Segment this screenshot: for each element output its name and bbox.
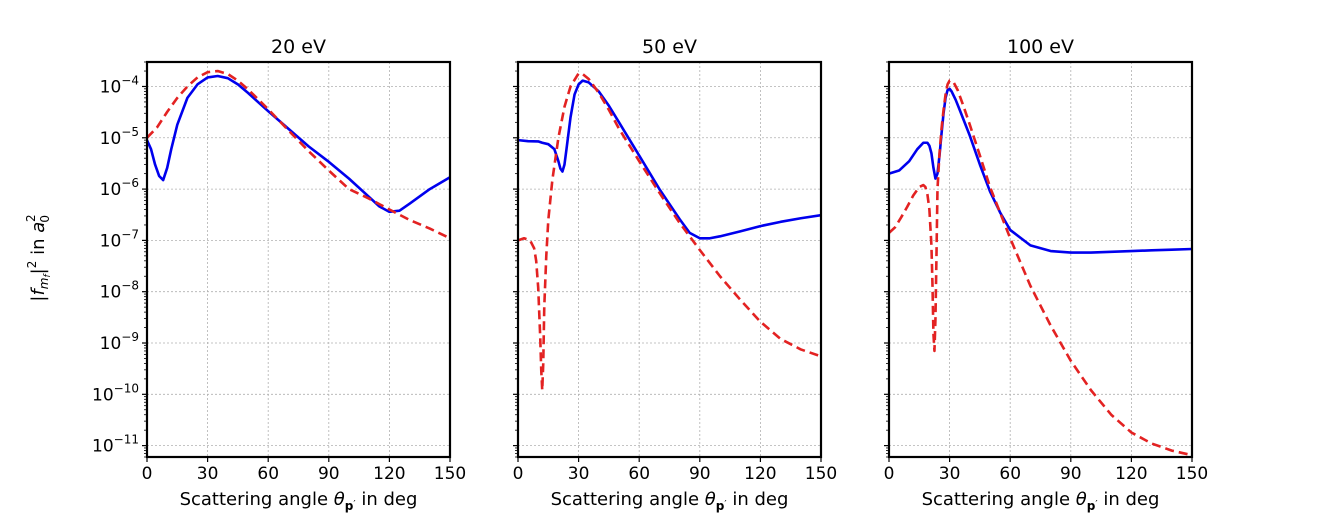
panel-3: 100 eV 0 30 60 90 120 150 Scattering angle θp′ …	[884, 36, 1209, 513]
series-blue-line	[147, 74, 450, 214]
y-tick-label: 10−6	[100, 176, 139, 200]
series-blue-line	[518, 79, 821, 240]
y-tick-label: 10−4	[100, 73, 139, 97]
panel-1: 20 eV 0 30 60 90 120 150 Scattering angle θp′ i…	[92, 36, 466, 513]
panel-title: 100 eV	[1007, 36, 1074, 58]
y-tick-label: 10−7	[100, 227, 139, 251]
panel-frame	[145, 60, 452, 459]
x-tick-label: 120	[1115, 464, 1147, 484]
x-tick-label: 120	[373, 464, 405, 484]
panel-title: 50 eV	[642, 36, 697, 58]
x-tick-label: 90	[318, 464, 340, 484]
x-tick-label: 0	[884, 464, 895, 484]
panel-frame	[887, 60, 1194, 459]
y-tick-label: 10−11	[92, 433, 139, 457]
x-axis-label: Scattering angle θp′ in deg	[180, 489, 418, 513]
y-tick-label: 10−9	[100, 330, 139, 354]
y-tick-label: 10−8	[100, 279, 139, 303]
y-tick-label: 10−10	[92, 381, 139, 405]
x-tick-label: 0	[513, 464, 524, 484]
x-tick-label: 60	[257, 464, 279, 484]
x-axis-label: Scattering angle θp′ in deg	[551, 489, 789, 513]
x-tick-label: 30	[939, 464, 961, 484]
panel-title: 20 eV	[271, 36, 326, 58]
x-tick-label: 60	[628, 464, 650, 484]
series-red-line	[518, 72, 821, 392]
x-tick-label: 120	[744, 464, 776, 484]
y-axis-label: |fmf|2 in a02	[24, 214, 53, 301]
series-blue-line	[889, 87, 1192, 254]
series-group	[147, 69, 450, 240]
series-red-line	[147, 69, 450, 240]
panel-2: 50 eV 0 30 60 90 120 150 Scattering angle θp′ i…	[513, 36, 838, 513]
panel-frame	[516, 60, 823, 459]
x-tick-label: 150	[1176, 464, 1208, 484]
x-tick-label: 90	[689, 464, 711, 484]
series-group	[518, 72, 821, 392]
y-tick-label: 10−5	[100, 125, 139, 149]
series-group	[889, 79, 1192, 457]
x-tick-label: 0	[142, 464, 153, 484]
x-tick-label: 60	[999, 464, 1021, 484]
series-red-line	[889, 79, 1192, 457]
x-tick-label: 30	[197, 464, 219, 484]
x-tick-label: 150	[434, 464, 466, 484]
x-axis-label: Scattering angle θp′ in deg	[922, 489, 1160, 513]
x-tick-label: 30	[568, 464, 590, 484]
x-tick-label: 90	[1060, 464, 1082, 484]
x-tick-label: 150	[805, 464, 837, 484]
